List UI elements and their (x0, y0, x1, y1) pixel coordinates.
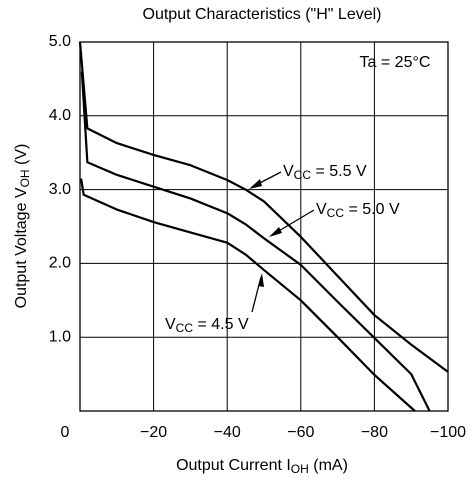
series-label-part: = 4.5 V (193, 316, 249, 333)
series-line (80, 71, 431, 412)
y-axis-label-part: (V) (13, 144, 30, 170)
annotation: Ta = 25°C (360, 54, 431, 71)
series-label-part: CC (176, 321, 194, 335)
series-label-part: = 5.5 V (311, 163, 367, 180)
x-tick-label: −20 (140, 424, 167, 441)
series-label-part: CC (327, 206, 345, 220)
x-axis-label-part: (mA) (309, 457, 348, 474)
series-label-part: V (165, 316, 176, 333)
series-label-part: = 5.0 V (344, 201, 400, 218)
x-tick-label: −60 (287, 424, 314, 441)
series-label-part: V (316, 201, 327, 218)
y-axis-label: Output Voltage VOH (V) (13, 144, 32, 309)
x-tick-label: −100 (430, 424, 466, 441)
arrowheads (249, 179, 282, 287)
y-tick-label: 5.0 (49, 33, 71, 50)
y-tick-label: 2.0 (49, 255, 71, 272)
series-label: VCC = 5.5 V (283, 163, 367, 182)
series-line (80, 178, 416, 412)
x-axis-label-part: OH (291, 462, 309, 476)
series-label: VCC = 5.0 V (316, 201, 400, 220)
x-tick-label: −40 (214, 424, 241, 441)
y-axis-label-part: Output Voltage V (13, 187, 30, 308)
x-axis-label-part: Output Current I (176, 457, 291, 474)
series-label: VCC = 4.5 V (165, 316, 249, 335)
series-label-part: CC (294, 168, 312, 182)
series-label-part: V (283, 163, 294, 180)
series-line (78, 41, 449, 373)
x-tick-label: −80 (361, 424, 388, 441)
x-tick-label: 0 (61, 424, 70, 441)
y-tick-label: 4.0 (49, 107, 71, 124)
y-tick-label: 3.0 (49, 181, 71, 198)
chart-title: Output Characteristics ("H" Level) (143, 6, 382, 23)
y-axis-label-part: OH (18, 169, 32, 187)
y-tick-label: 1.0 (49, 328, 71, 345)
x-axis-label: Output Current IOH (mA) (176, 457, 348, 476)
